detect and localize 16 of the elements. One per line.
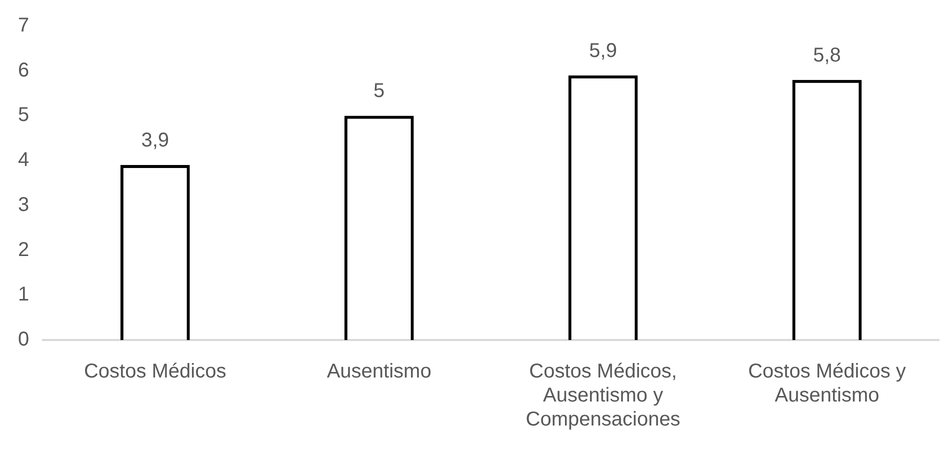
y-tick-label: 2 <box>18 238 30 261</box>
data-label: 5,8 <box>813 44 841 66</box>
y-tick-label: 7 <box>18 14 30 37</box>
x-tick-label: Ausentismo <box>326 360 432 383</box>
x-tick-label: Costos Médicos <box>84 360 226 383</box>
data-label: 5,9 <box>589 40 617 62</box>
y-tick-label: 0 <box>18 328 30 351</box>
y-tick-label: 5 <box>18 104 30 126</box>
x-tick-label: Costos Médicos, Ausentismo y Compensaciones <box>526 360 680 431</box>
data-label: 5 <box>374 80 385 102</box>
y-tick-label: 4 <box>18 149 30 172</box>
y-tick-label: 6 <box>18 59 30 82</box>
y-tick-label: 3 <box>18 194 30 216</box>
x-tick-label: Costos Médicos y Ausentismo <box>748 360 906 407</box>
y-tick-label: 1 <box>18 284 30 306</box>
data-label: 3,9 <box>141 130 170 152</box>
